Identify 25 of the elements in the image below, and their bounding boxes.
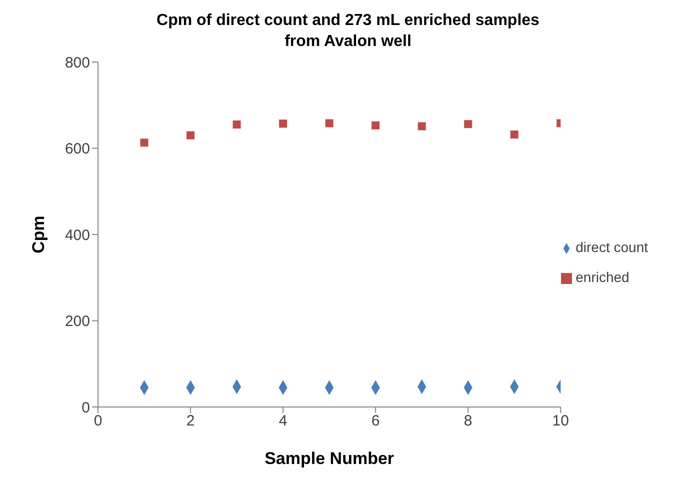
y-tick-label: 0 bbox=[82, 399, 90, 416]
x-tick-label: 4 bbox=[278, 412, 288, 430]
point bbox=[186, 131, 195, 140]
point bbox=[418, 122, 426, 130]
y-tick-label: 400 bbox=[64, 226, 90, 244]
x-tick-label: 2 bbox=[186, 412, 195, 430]
y-tick-label: 600 bbox=[64, 140, 90, 158]
y-axis-title: Cpm bbox=[29, 216, 48, 254]
chart-title: Cpm of direct count and 273 mL enriched samples from Avalon well bbox=[156, 11, 540, 52]
legend-label: enriched bbox=[576, 269, 630, 285]
y-tick-label: 800 bbox=[64, 54, 90, 72]
x-tick-label: 6 bbox=[371, 412, 380, 430]
point bbox=[464, 120, 472, 128]
x-tick-label: 10 bbox=[552, 412, 569, 430]
x-tick-label: 8 bbox=[464, 412, 472, 430]
point bbox=[372, 121, 380, 130]
x-tick-label: 0 bbox=[94, 412, 102, 430]
y-tick-label: 200 bbox=[64, 313, 90, 330]
point bbox=[325, 119, 334, 128]
x-axis-title: Sample Number bbox=[264, 449, 394, 468]
point bbox=[510, 130, 518, 138]
point bbox=[140, 138, 148, 147]
point bbox=[232, 120, 241, 129]
point bbox=[279, 120, 288, 128]
legend-label: direct count bbox=[576, 239, 648, 255]
